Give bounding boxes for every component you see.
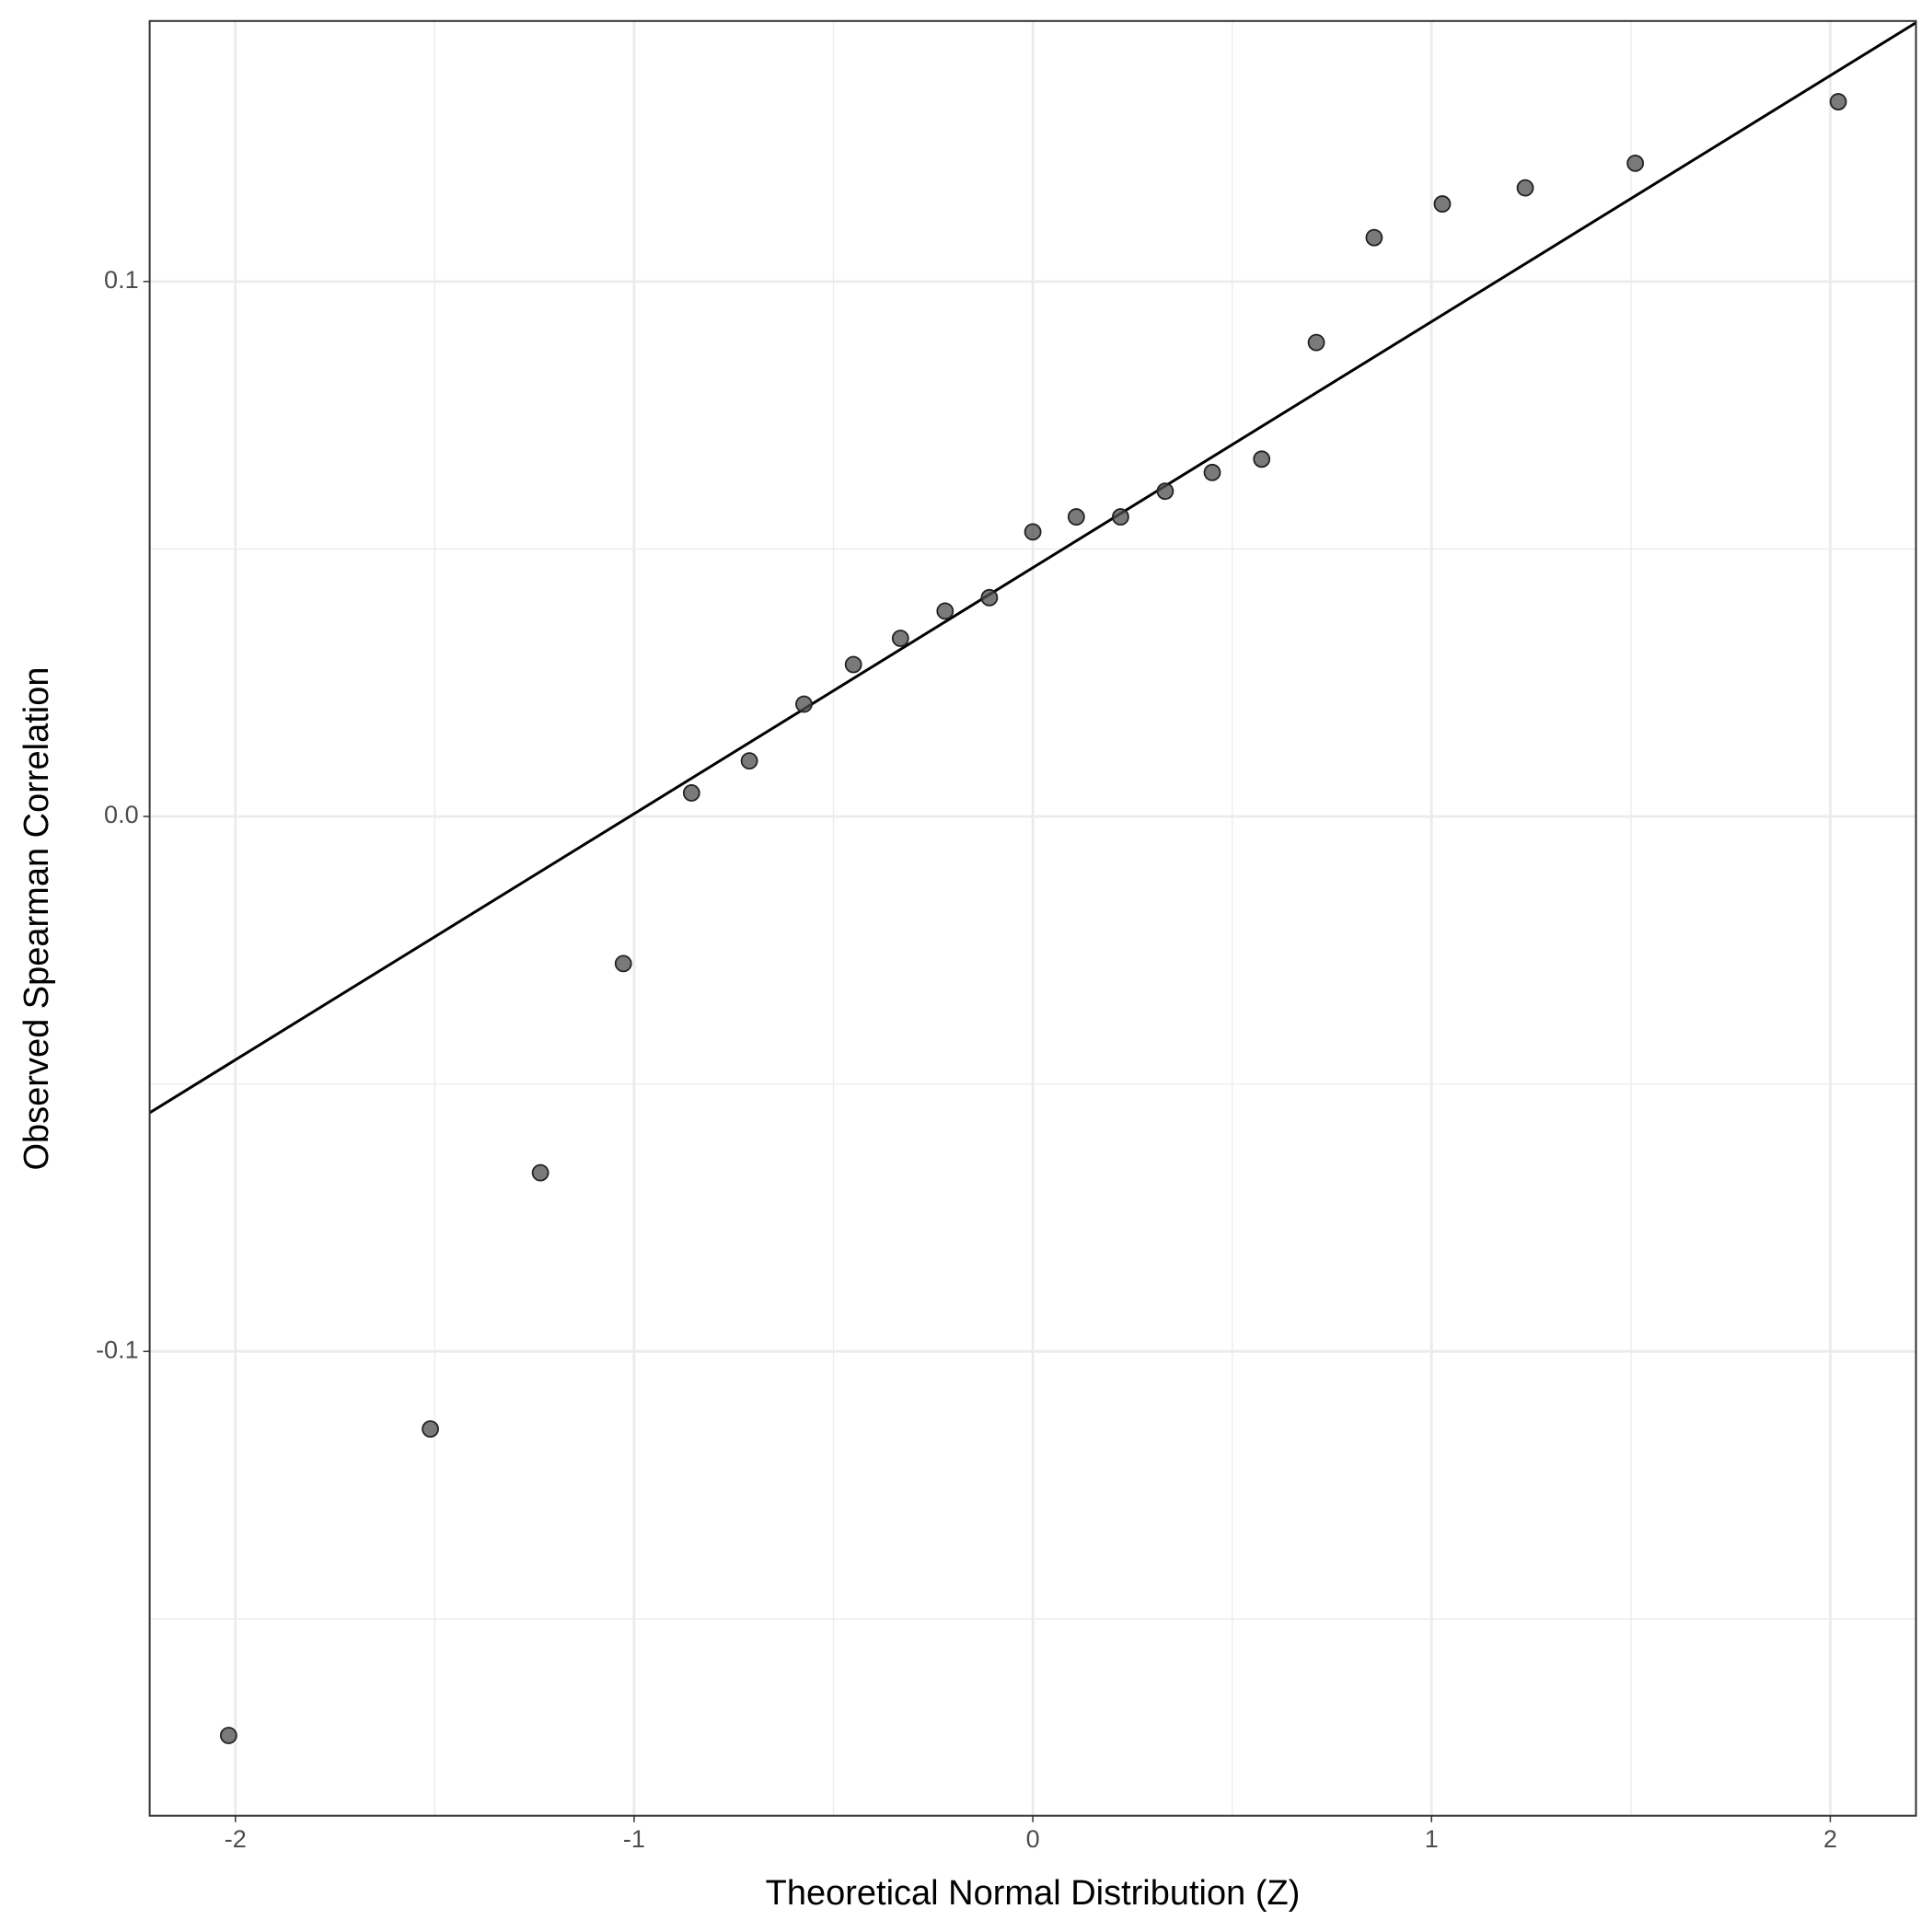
x-tick-label: 1 [1425, 1825, 1439, 1853]
point [1365, 228, 1383, 247]
x-tick-label: 0 [1026, 1825, 1040, 1853]
x-tick-label: 2 [1823, 1825, 1837, 1853]
point [795, 695, 813, 713]
point [1024, 523, 1042, 541]
point [1156, 482, 1174, 501]
point [614, 954, 632, 973]
y-tick-label: 0.1 [104, 266, 139, 294]
x-axis-title: Theoretical Normal Distribution (Z) [766, 1874, 1301, 1913]
point [1433, 195, 1452, 213]
y-axis-title: Observed Spearman Correlation [17, 666, 56, 1170]
point [1516, 179, 1534, 197]
point [936, 602, 954, 620]
point [682, 784, 700, 802]
point [1067, 508, 1085, 526]
point [1829, 93, 1847, 110]
y-tick-label: -0.1 [96, 1336, 139, 1363]
point [844, 655, 862, 674]
point [740, 752, 758, 769]
x-tick-label: -2 [225, 1825, 247, 1853]
x-tick-label: -1 [623, 1825, 645, 1853]
point [219, 1727, 237, 1744]
point [891, 630, 909, 647]
point [1253, 450, 1271, 469]
panel-border [148, 19, 1917, 1817]
reference-line [149, 21, 1916, 1115]
point [1307, 333, 1325, 352]
point [1626, 154, 1645, 172]
y-tick-label: 0.0 [104, 801, 139, 828]
point [980, 588, 999, 607]
point [531, 1163, 550, 1182]
point [422, 1420, 439, 1438]
point [1203, 463, 1221, 481]
point [1112, 508, 1129, 526]
